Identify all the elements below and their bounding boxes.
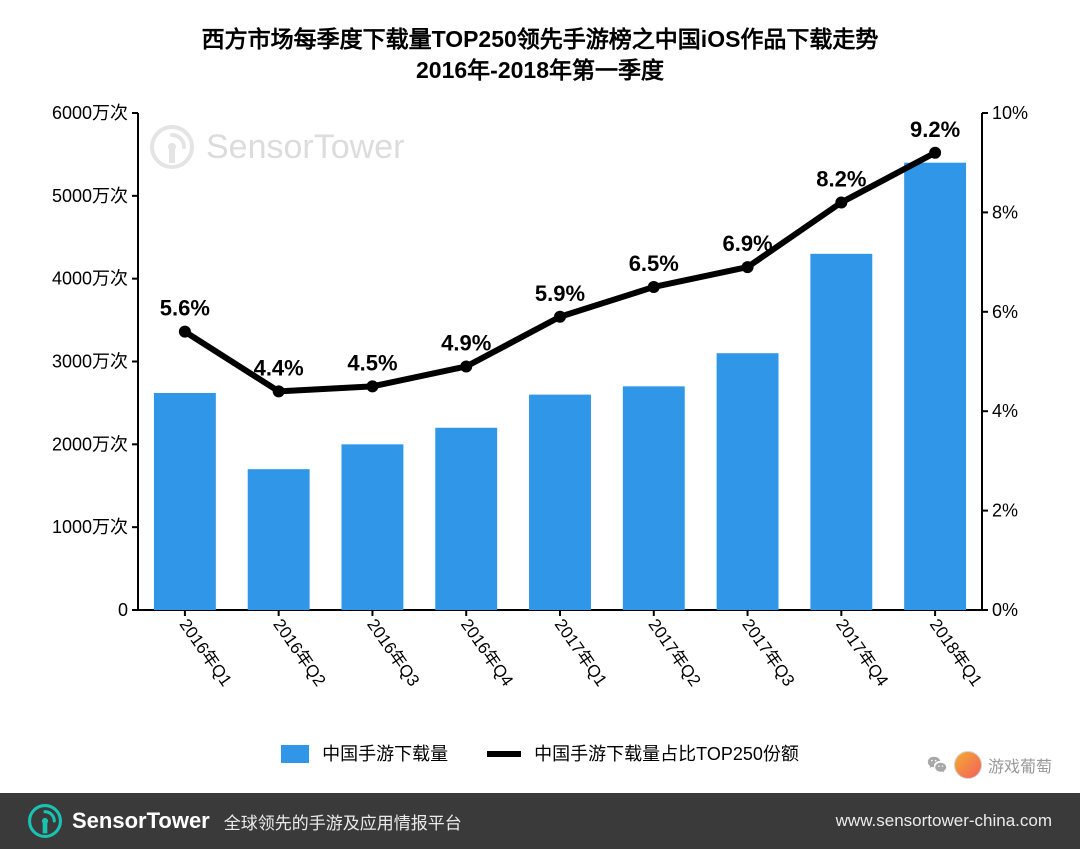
svg-text:2000万次: 2000万次 [52, 434, 128, 454]
footer-bar: SensorTower 全球领先的手游及应用情报平台 www.sensortow… [0, 793, 1080, 849]
wechat-icon [926, 754, 948, 776]
sensortower-icon [28, 804, 62, 838]
svg-text:5.9%: 5.9% [535, 281, 585, 306]
svg-text:2016年Q2: 2016年Q2 [269, 615, 329, 689]
svg-text:2017年Q3: 2017年Q3 [738, 615, 798, 689]
footer-brand-text: SensorTower [72, 808, 210, 834]
svg-text:2016年Q4: 2016年Q4 [457, 615, 517, 689]
svg-text:5.6%: 5.6% [160, 296, 210, 321]
svg-text:6.9%: 6.9% [722, 231, 772, 256]
footer-brand: SensorTower [28, 804, 210, 838]
svg-text:2017年Q2: 2017年Q2 [645, 615, 705, 689]
footer-url: www.sensortower-china.com [836, 811, 1052, 831]
footer-tagline: 全球领先的手游及应用情报平台 [224, 809, 462, 834]
svg-text:2018年Q1: 2018年Q1 [926, 615, 986, 689]
svg-text:0: 0 [118, 600, 128, 620]
svg-text:2%: 2% [992, 501, 1018, 521]
legend-label-bar: 中国手游下载量 [322, 744, 448, 764]
svg-text:4.5%: 4.5% [347, 350, 397, 375]
svg-text:6000万次: 6000万次 [52, 103, 128, 123]
svg-text:2016年Q1: 2016年Q1 [176, 615, 236, 689]
svg-text:4.9%: 4.9% [441, 330, 491, 355]
svg-text:9.2%: 9.2% [910, 117, 960, 142]
svg-text:2017年Q1: 2017年Q1 [551, 615, 611, 689]
svg-text:2017年Q4: 2017年Q4 [832, 615, 892, 689]
legend-swatch-bar [281, 745, 309, 763]
svg-text:8%: 8% [992, 202, 1018, 222]
legend: 中国手游下载量 中国手游下载量占比TOP250份额 [0, 740, 1080, 766]
chart-title: 西方市场每季度下载量TOP250领先手游榜之中国iOS作品下载走势 2016年-… [0, 0, 1080, 86]
legend-swatch-line [487, 751, 521, 757]
svg-text:1000万次: 1000万次 [52, 517, 128, 537]
svg-text:6%: 6% [992, 302, 1018, 322]
svg-text:10%: 10% [992, 103, 1028, 123]
svg-text:8.2%: 8.2% [816, 166, 866, 191]
svg-text:4.4%: 4.4% [254, 355, 304, 380]
svg-text:4%: 4% [992, 401, 1018, 421]
source-name: 游戏葡萄 [988, 753, 1052, 777]
svg-text:5000万次: 5000万次 [52, 186, 128, 206]
source-avatar [954, 751, 982, 779]
title-line-2: 2016年-2018年第一季度 [0, 55, 1080, 86]
svg-text:4000万次: 4000万次 [52, 269, 128, 289]
legend-label-line: 中国手游下载量占比TOP250份额 [534, 744, 799, 764]
svg-text:6.5%: 6.5% [629, 251, 679, 276]
title-line-1: 西方市场每季度下载量TOP250领先手游榜之中国iOS作品下载走势 [0, 24, 1080, 55]
wechat-badge: 游戏葡萄 [926, 751, 1052, 779]
svg-text:3000万次: 3000万次 [52, 352, 128, 372]
svg-text:2016年Q3: 2016年Q3 [363, 615, 423, 689]
svg-text:0%: 0% [992, 600, 1018, 620]
chart-area: 0 1000万次 2000万次 3000万次 4000万次 5000万次 6000万次 0% 2… [38, 95, 1042, 715]
chart-svg: 0 1000万次 2000万次 3000万次 4000万次 5000万次 6000万次 0% 2… [38, 95, 1042, 715]
